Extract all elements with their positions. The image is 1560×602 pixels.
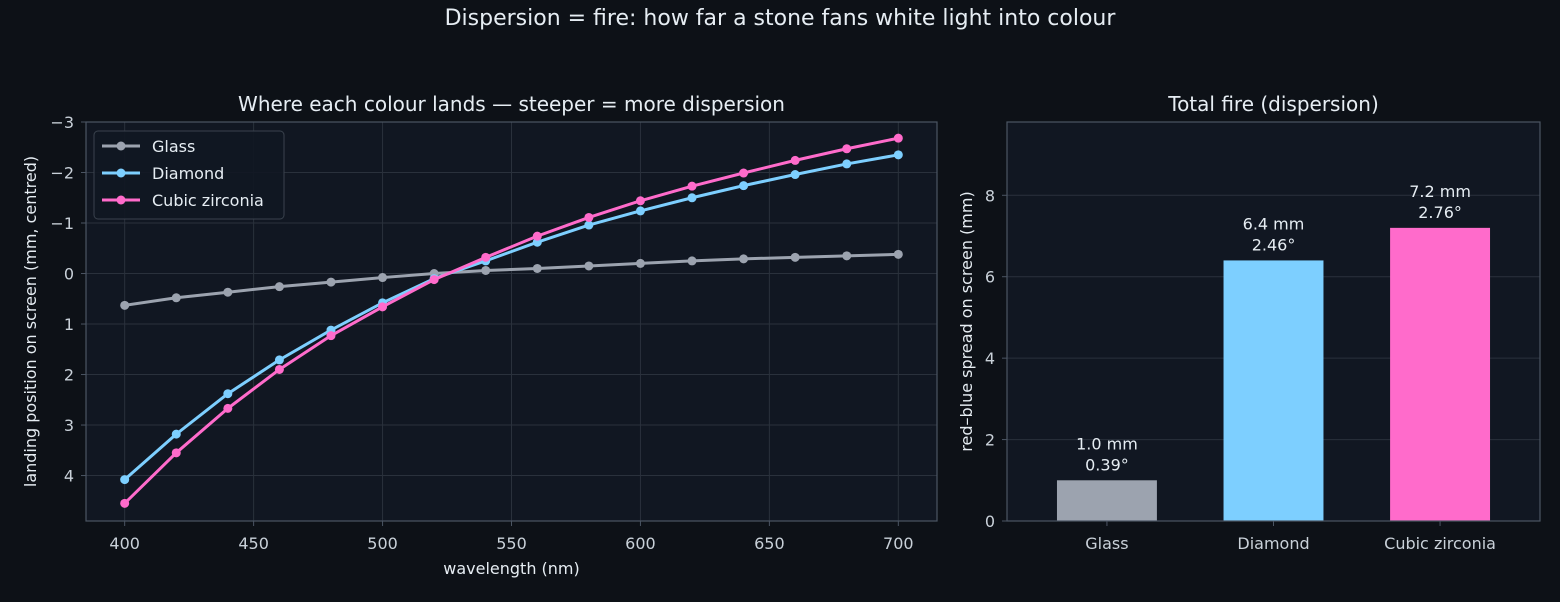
bar-cubic-zirconia bbox=[1390, 227, 1491, 521]
bar-axes-frame bbox=[1006, 121, 1541, 522]
line-x-axis-label: wavelength (nm) bbox=[443, 559, 580, 578]
line-point bbox=[584, 212, 594, 222]
line-point bbox=[429, 275, 439, 285]
line-point bbox=[790, 252, 800, 262]
line-y-tick-label: 3 bbox=[64, 416, 74, 435]
legend-label: Cubic zirconia bbox=[152, 191, 264, 210]
line-y-tick-label: 2 bbox=[64, 366, 74, 385]
line-point bbox=[790, 155, 800, 165]
line-y-tick-label: 1 bbox=[64, 315, 74, 334]
bar-x-tick-label: Cubic zirconia bbox=[1384, 534, 1496, 553]
line-point bbox=[893, 133, 903, 143]
line-point bbox=[584, 220, 594, 230]
legend-swatch-marker bbox=[116, 168, 126, 178]
line-x-tick-label: 550 bbox=[496, 534, 527, 553]
line-x-tick-label: 650 bbox=[754, 534, 785, 553]
line-axes-frame bbox=[85, 121, 938, 522]
bar-chart-title: Total fire (dispersion) bbox=[1167, 92, 1379, 116]
bar-value-label-mm: 7.2 mm bbox=[1409, 182, 1471, 201]
line-series-1 bbox=[123, 153, 899, 481]
line-point bbox=[120, 300, 130, 310]
bar-value-label-deg: 0.39° bbox=[1085, 455, 1129, 474]
bar-diamond bbox=[1223, 260, 1324, 521]
line-point bbox=[274, 282, 284, 292]
line-point bbox=[223, 389, 233, 399]
line-point bbox=[893, 150, 903, 160]
bar-value-label-deg: 2.76° bbox=[1418, 203, 1462, 222]
line-point bbox=[842, 251, 852, 261]
line-y-tick-label: 0 bbox=[64, 265, 74, 284]
bar-y-axis-label: red–blue spread on screen (mm) bbox=[957, 191, 976, 451]
line-point bbox=[842, 159, 852, 169]
line-point bbox=[739, 181, 749, 191]
line-point bbox=[378, 273, 388, 283]
line-y-tick-label: 4 bbox=[64, 467, 74, 486]
bar-y-tick-label: 4 bbox=[985, 349, 995, 368]
bar-y-tick-label: 2 bbox=[985, 431, 995, 450]
line-point bbox=[790, 170, 800, 180]
line-point bbox=[120, 475, 130, 485]
line-point bbox=[739, 254, 749, 264]
line-point bbox=[893, 249, 903, 259]
line-x-tick-label: 700 bbox=[883, 534, 914, 553]
legend-label: Diamond bbox=[152, 164, 224, 183]
line-y-tick-label: −2 bbox=[50, 164, 74, 183]
line-y-tick-label: −1 bbox=[50, 214, 74, 233]
legend-swatch-marker bbox=[116, 195, 126, 205]
line-x-tick-label: 450 bbox=[238, 534, 269, 553]
line-legend-box bbox=[93, 130, 285, 220]
line-point bbox=[274, 364, 284, 374]
line-point bbox=[171, 429, 181, 439]
line-x-tick-label: 500 bbox=[367, 534, 398, 553]
line-point bbox=[274, 355, 284, 365]
line-series-0 bbox=[124, 252, 899, 307]
line-point bbox=[171, 293, 181, 303]
bar-y-tick-label: 6 bbox=[985, 268, 995, 287]
line-point bbox=[378, 302, 388, 312]
line-point bbox=[532, 231, 542, 241]
line-point bbox=[635, 196, 645, 206]
line-point bbox=[481, 265, 491, 275]
bar-glass bbox=[1056, 480, 1157, 521]
line-chart-title: Where each colour lands — steeper = more… bbox=[238, 92, 785, 116]
line-point bbox=[842, 144, 852, 154]
legend-swatch-marker bbox=[116, 141, 126, 151]
bar-value-label-mm: 1.0 mm bbox=[1076, 434, 1138, 453]
line-point bbox=[223, 287, 233, 297]
line-point bbox=[326, 277, 336, 287]
line-point bbox=[481, 252, 491, 262]
legend-label: Glass bbox=[152, 137, 195, 156]
bar-x-tick-label: Diamond bbox=[1237, 534, 1309, 553]
line-point bbox=[532, 263, 542, 273]
line-point bbox=[223, 403, 233, 413]
line-point bbox=[120, 498, 130, 508]
line-point bbox=[635, 258, 645, 268]
line-point bbox=[687, 256, 697, 266]
line-x-tick-label: 400 bbox=[109, 534, 140, 553]
line-y-axis-label: landing position on screen (mm, centred) bbox=[21, 156, 40, 487]
line-point bbox=[171, 448, 181, 458]
bar-value-label-deg: 2.46° bbox=[1252, 235, 1296, 254]
line-point bbox=[687, 193, 697, 203]
line-y-tick-label: −3 bbox=[50, 113, 74, 132]
line-series-2 bbox=[123, 136, 899, 505]
bar-value-label-mm: 6.4 mm bbox=[1243, 214, 1305, 233]
figure-suptitle: Dispersion = fire: how far a stone fans … bbox=[445, 6, 1117, 31]
line-point bbox=[635, 206, 645, 216]
bar-x-tick-label: Glass bbox=[1085, 534, 1128, 553]
line-point bbox=[584, 261, 594, 271]
bar-y-tick-label: 0 bbox=[985, 512, 995, 531]
line-point bbox=[687, 181, 697, 191]
line-point bbox=[739, 168, 749, 178]
line-x-tick-label: 600 bbox=[625, 534, 656, 553]
line-point bbox=[326, 331, 336, 341]
bar-y-tick-label: 8 bbox=[985, 186, 995, 205]
